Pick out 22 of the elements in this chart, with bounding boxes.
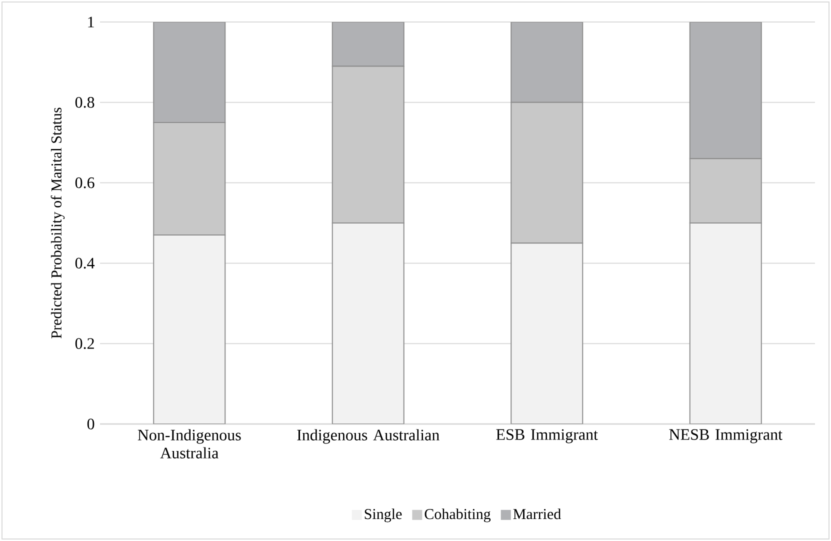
y-tick-label: 0.8 bbox=[75, 96, 94, 108]
y-tick-label: 1 bbox=[88, 16, 94, 28]
legend-label: Single bbox=[364, 508, 402, 522]
x-tick-label: Non-Indigenous Australia bbox=[138, 429, 241, 458]
y-tick-label: 0.6 bbox=[75, 177, 94, 188]
legend-label: Cohabiting bbox=[424, 508, 491, 522]
bar bbox=[153, 234, 226, 424]
y-tick-label: 0.2 bbox=[75, 338, 94, 350]
bar bbox=[332, 222, 404, 424]
x-tick-label: NESB Immigrant bbox=[669, 429, 782, 444]
bar bbox=[510, 242, 584, 424]
bar bbox=[153, 22, 226, 123]
bar bbox=[510, 22, 584, 103]
x-tick-label: ESB Immigrant bbox=[496, 429, 598, 444]
y-axis-title: Predicted Probability of Marital Status bbox=[50, 108, 65, 338]
bar bbox=[689, 22, 762, 160]
y-tick-label: 0.4 bbox=[75, 258, 95, 269]
bar bbox=[332, 22, 404, 67]
y-tick-label: 0 bbox=[87, 418, 94, 430]
bar bbox=[689, 222, 762, 424]
x-tick-label: Indigenous Australian bbox=[297, 429, 440, 444]
legend-label: Married bbox=[513, 508, 561, 520]
